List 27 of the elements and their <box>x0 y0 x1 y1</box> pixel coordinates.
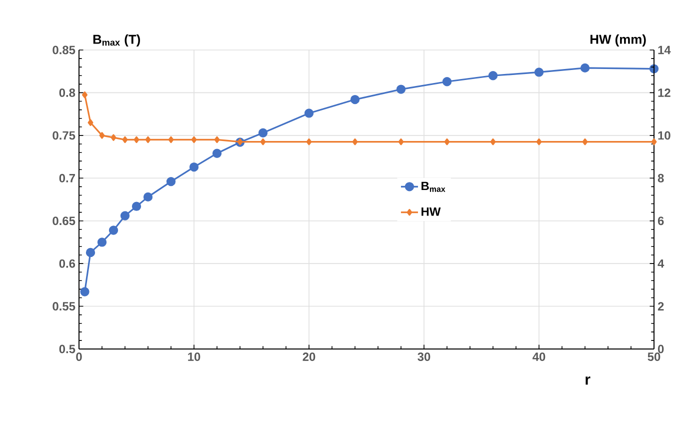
x-tick-label: 10 <box>188 352 200 361</box>
y-tick-label: 0.6 <box>59 259 76 268</box>
y2-tick-label: 6 <box>658 216 664 226</box>
y2-tick-label: 2 <box>658 302 664 310</box>
legend-label: HW <box>422 207 441 216</box>
x-tick-label: 50 <box>648 352 660 361</box>
y-tick-label: 0.5 <box>59 344 76 354</box>
y2-tick-label: 8 <box>658 174 664 182</box>
y-axis-title: B$_{max}$ (T) <box>93 34 140 46</box>
x-tick-label: 40 <box>532 352 546 361</box>
y-tick-label: 0.75 <box>52 131 76 140</box>
y2-tick-label: 4 <box>658 259 664 268</box>
y2-tick-label: 14 <box>658 46 671 54</box>
y-tick-label: 0.8 <box>59 88 76 97</box>
x-tick-label: 30 <box>418 352 430 362</box>
y2-tick-label: 0 <box>658 344 664 354</box>
y-tick-label: 0.7 <box>59 174 75 182</box>
x-tick-label: 20 <box>302 352 316 361</box>
y-tick-label: 0.85 <box>52 46 76 54</box>
x-tick-label: 0 <box>76 352 82 361</box>
y2-axis-title: HW (mm) <box>590 34 646 46</box>
y-tick-label: 0.65 <box>52 216 76 226</box>
y2-tick-label: 12 <box>658 88 670 97</box>
y2-tick-label: 10 <box>658 131 670 140</box>
x-axis-title: r <box>586 376 590 385</box>
y-tick-label: 0.55 <box>52 302 76 311</box>
legend-label: B$_{max}$ <box>422 182 446 192</box>
